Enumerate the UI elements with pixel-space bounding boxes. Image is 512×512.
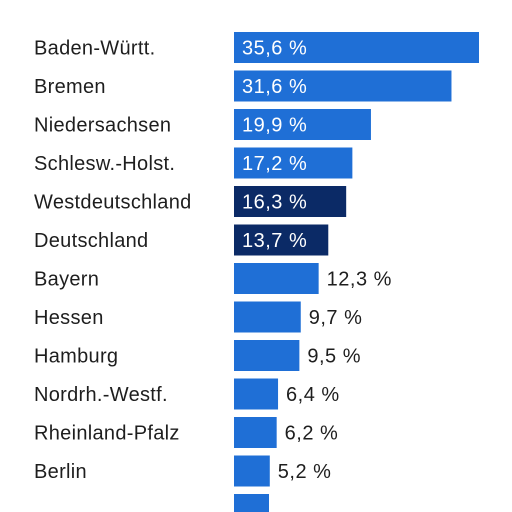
bar: [234, 32, 479, 63]
value-label: 9,7 %: [309, 307, 363, 329]
category-label: Niedersachsen: [34, 115, 171, 137]
value-label: 17,2 %: [242, 153, 307, 175]
value-label: 9,5 %: [307, 346, 361, 368]
bar: [234, 263, 319, 294]
bar: [234, 186, 347, 217]
value-label: 35,6 %: [242, 38, 307, 60]
bar: [234, 70, 452, 102]
category-label: Nordrh.-Westf.: [34, 384, 168, 406]
category-label: Bremen: [34, 76, 106, 98]
bar: [234, 340, 300, 371]
value-label: 31,6 %: [242, 76, 307, 98]
category-label: Bayern: [34, 269, 99, 291]
category-label: Rheinland-Pfalz: [34, 423, 180, 445]
value-label: 6,4 %: [286, 384, 340, 406]
value-label: 16,3 %: [242, 192, 307, 214]
bar: [234, 301, 301, 333]
bar-partial: [234, 494, 269, 512]
category-label: Hamburg: [34, 346, 118, 368]
bar: [234, 224, 329, 256]
value-label: 12,3 %: [327, 269, 392, 291]
category-label: Berlin: [34, 461, 87, 483]
category-label: Baden-Württ.: [34, 38, 155, 60]
bar: [234, 147, 353, 179]
value-label: 19,9 %: [242, 115, 307, 137]
category-label: Westdeutschland: [34, 192, 192, 214]
value-label: 6,2 %: [285, 423, 339, 445]
bar: [234, 378, 279, 410]
category-label: Deutschland: [34, 230, 148, 252]
category-label: Schlesw.-Holst.: [34, 153, 175, 175]
value-label: 5,2 %: [278, 461, 332, 483]
bar: [234, 417, 277, 448]
category-label: Hessen: [34, 307, 104, 329]
bar: [234, 455, 270, 487]
value-label: 13,7 %: [242, 230, 307, 252]
bar: [234, 109, 371, 140]
